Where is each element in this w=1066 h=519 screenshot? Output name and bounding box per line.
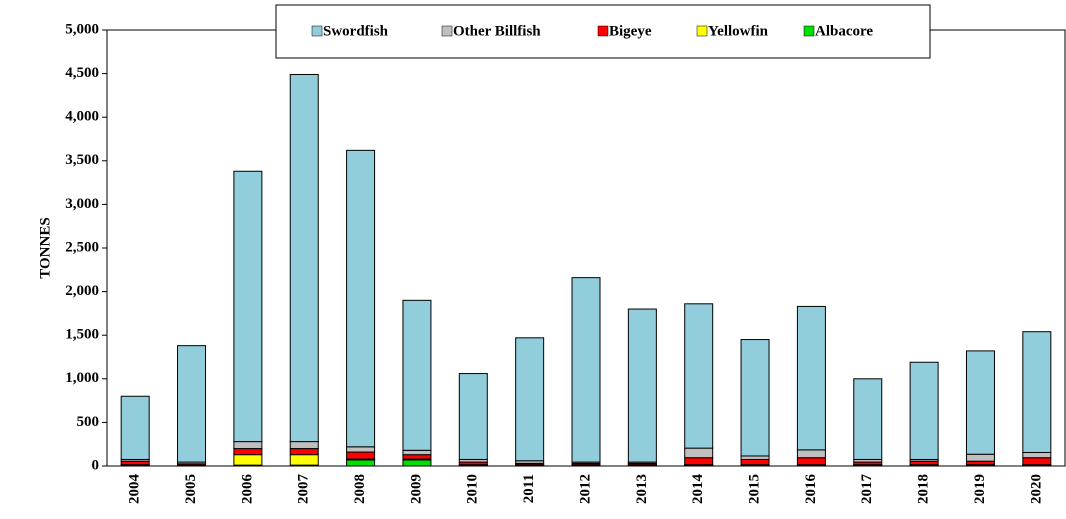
y-tick-label: 500	[77, 414, 100, 430]
bar-segment	[346, 459, 376, 467]
legend-label: Albacore	[815, 23, 873, 39]
y-tick-label: 4,500	[65, 65, 99, 81]
bar-segment	[740, 339, 770, 457]
y-tick-label: 0	[92, 457, 100, 473]
x-tick-label: 2018	[916, 474, 932, 504]
bar-segment	[571, 277, 601, 463]
bar-segment	[289, 448, 319, 456]
bar-segment	[346, 451, 376, 460]
bar-segment	[289, 73, 319, 443]
x-tick-label: 2005	[183, 474, 199, 504]
legend-swatch	[597, 25, 609, 37]
bar-segment	[233, 454, 263, 466]
bar-segment	[740, 458, 770, 466]
x-tick-label: 2012	[577, 474, 593, 504]
x-tick-label: 2020	[1028, 474, 1044, 504]
legend-swatch	[311, 25, 323, 37]
legend-label: Bigeye	[609, 23, 652, 39]
bar-segment	[684, 447, 714, 459]
y-axis-label: TONNES	[37, 217, 53, 278]
legend-swatch	[803, 25, 815, 37]
legend-swatch	[696, 25, 708, 37]
bar-segment	[233, 441, 263, 450]
legend-label: Swordfish	[323, 23, 389, 39]
x-tick-label: 2014	[690, 474, 706, 505]
y-tick-label: 2,000	[65, 283, 99, 299]
bar-segment	[402, 449, 432, 456]
bar-segment	[1022, 451, 1052, 459]
x-tick-label: 2011	[521, 474, 537, 503]
x-tick-label: 2009	[408, 474, 424, 504]
y-tick-label: 4,000	[65, 109, 99, 125]
bar-segment	[796, 305, 826, 451]
x-tick-label: 2019	[972, 474, 988, 504]
x-tick-label: 2004	[127, 474, 143, 505]
bar-segment	[796, 457, 826, 466]
bar-segment	[740, 455, 770, 460]
bar-segment	[120, 395, 150, 460]
bar-segment	[346, 149, 376, 448]
x-tick-label: 2013	[634, 474, 650, 504]
y-tick-label: 1,500	[65, 327, 99, 343]
bar-segment	[289, 441, 319, 450]
bar-segment	[684, 303, 714, 449]
bar-segment	[402, 299, 432, 451]
legend-swatch	[441, 25, 453, 37]
bar-segment	[120, 460, 150, 466]
x-tick-label: 2007	[296, 474, 312, 505]
x-tick-label: 2010	[465, 474, 481, 504]
bar-segment	[402, 459, 432, 467]
x-tick-label: 2015	[746, 474, 762, 504]
bar-segment	[346, 446, 376, 453]
bar-segment	[909, 361, 939, 460]
x-tick-label: 2006	[239, 474, 255, 505]
bar-segment	[684, 457, 714, 466]
bar-segment	[1022, 457, 1052, 466]
y-tick-label: 2,500	[65, 239, 99, 255]
x-tick-label: 2008	[352, 474, 368, 504]
y-tick-label: 3,000	[65, 196, 99, 212]
bar-segment	[177, 345, 207, 463]
y-tick-label: 3,500	[65, 152, 99, 168]
bar-segment	[965, 460, 995, 466]
bar-segment	[289, 454, 319, 466]
bar-segment	[965, 350, 995, 455]
bar-segment	[515, 337, 545, 462]
x-tick-label: 2017	[859, 474, 875, 505]
bar-segment	[909, 460, 939, 466]
bar-segment	[1022, 331, 1052, 453]
bar-segment	[402, 454, 432, 460]
y-tick-label: 5,000	[65, 21, 99, 37]
y-tick-label: 1,000	[65, 370, 99, 386]
bar-segment	[796, 449, 826, 459]
bar-segment	[853, 378, 883, 460]
legend-label: Other Billfish	[453, 23, 541, 39]
bar-segment	[965, 453, 995, 462]
bar-segment	[627, 308, 657, 463]
x-tick-label: 2016	[803, 474, 819, 505]
bar-segment	[458, 373, 488, 460]
bar-segment	[233, 170, 263, 443]
bar-segment	[233, 448, 263, 456]
legend-label: Yellowfin	[708, 23, 769, 39]
